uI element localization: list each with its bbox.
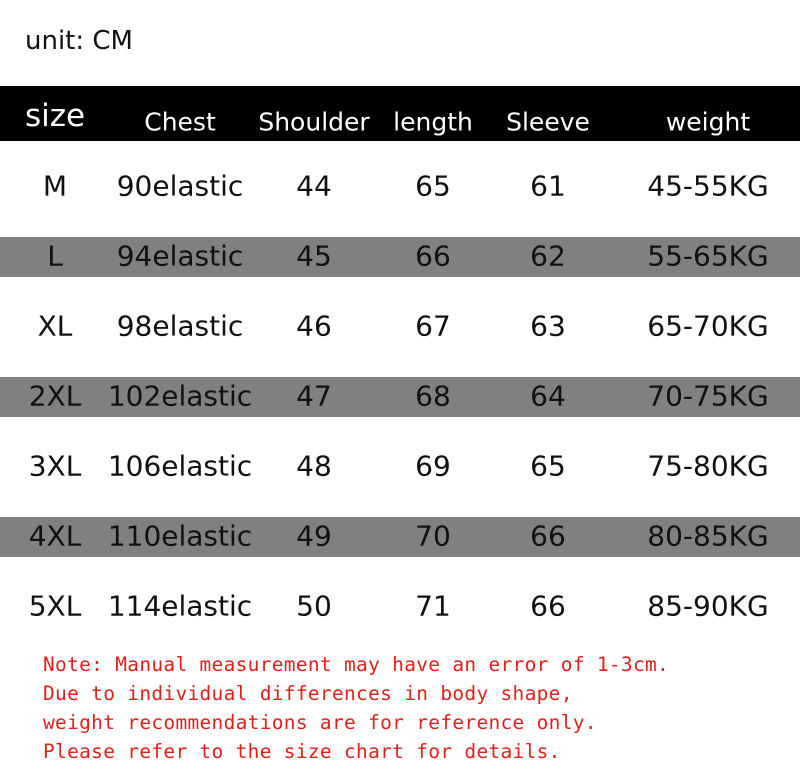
cell-shoulder: 45 (296, 239, 332, 273)
cell-size: 3XL (28, 449, 82, 483)
cell-sleeve: 63 (530, 309, 566, 343)
cell-shoulder: 46 (296, 309, 332, 343)
cell-weight: 80-85KG (647, 519, 769, 553)
cell-sleeve: 62 (530, 239, 566, 273)
note-line: weight recommendations are for reference… (43, 711, 597, 734)
cell-size: 4XL (28, 519, 82, 553)
cell-sleeve: 64 (530, 379, 566, 413)
cell-chest: 98elastic (116, 309, 244, 343)
header-row (0, 86, 800, 141)
cell-weight: 65-70KG (647, 309, 769, 343)
cell-length: 68 (415, 379, 451, 413)
cell-length: 69 (415, 449, 451, 483)
cell-sleeve: 61 (530, 169, 566, 203)
cell-weight: 55-65KG (647, 239, 769, 273)
cell-weight: 85-90KG (647, 589, 769, 623)
cell-size: 2XL (28, 379, 82, 413)
cell-length: 66 (415, 239, 451, 273)
note-line: Due to individual differences in body sh… (43, 682, 573, 705)
row-band (0, 377, 800, 417)
cell-shoulder: 48 (296, 449, 332, 483)
cell-shoulder: 47 (296, 379, 332, 413)
cell-size: M (42, 169, 68, 203)
row-band (0, 517, 800, 557)
cell-chest: 114elastic (107, 589, 253, 623)
header-length: length (393, 107, 473, 137)
note-line: Please refer to the size chart for detai… (43, 740, 561, 763)
cell-sleeve: 66 (530, 519, 566, 553)
cell-size: L (47, 239, 63, 273)
cell-weight: 70-75KG (647, 379, 769, 413)
cell-chest: 94elastic (116, 239, 244, 273)
cell-chest: 102elastic (107, 379, 253, 413)
cell-weight: 45-55KG (647, 169, 769, 203)
cell-length: 71 (415, 589, 451, 623)
header-shoulder: Shoulder (258, 107, 370, 137)
row-band (0, 237, 800, 277)
header-size: size (24, 98, 86, 134)
cell-length: 67 (415, 309, 451, 343)
cell-sleeve: 66 (530, 589, 566, 623)
cell-chest: 90elastic (116, 169, 244, 203)
cell-shoulder: 50 (296, 589, 332, 623)
unit-label: unit: CM (25, 26, 133, 56)
cell-size: 5XL (28, 589, 82, 623)
header-chest: Chest (144, 107, 216, 137)
cell-shoulder: 44 (296, 169, 332, 203)
cell-sleeve: 65 (530, 449, 566, 483)
cell-shoulder: 49 (296, 519, 332, 553)
cell-length: 65 (415, 169, 451, 203)
cell-weight: 75-80KG (647, 449, 769, 483)
cell-chest: 106elastic (107, 449, 253, 483)
cell-chest: 110elastic (107, 519, 253, 553)
header-weight: weight (665, 107, 751, 137)
cell-size: XL (37, 309, 73, 343)
note-line: Note: Manual measurement may have an err… (43, 653, 670, 676)
header-sleeve: Sleeve (506, 107, 590, 137)
cell-length: 70 (415, 519, 451, 553)
